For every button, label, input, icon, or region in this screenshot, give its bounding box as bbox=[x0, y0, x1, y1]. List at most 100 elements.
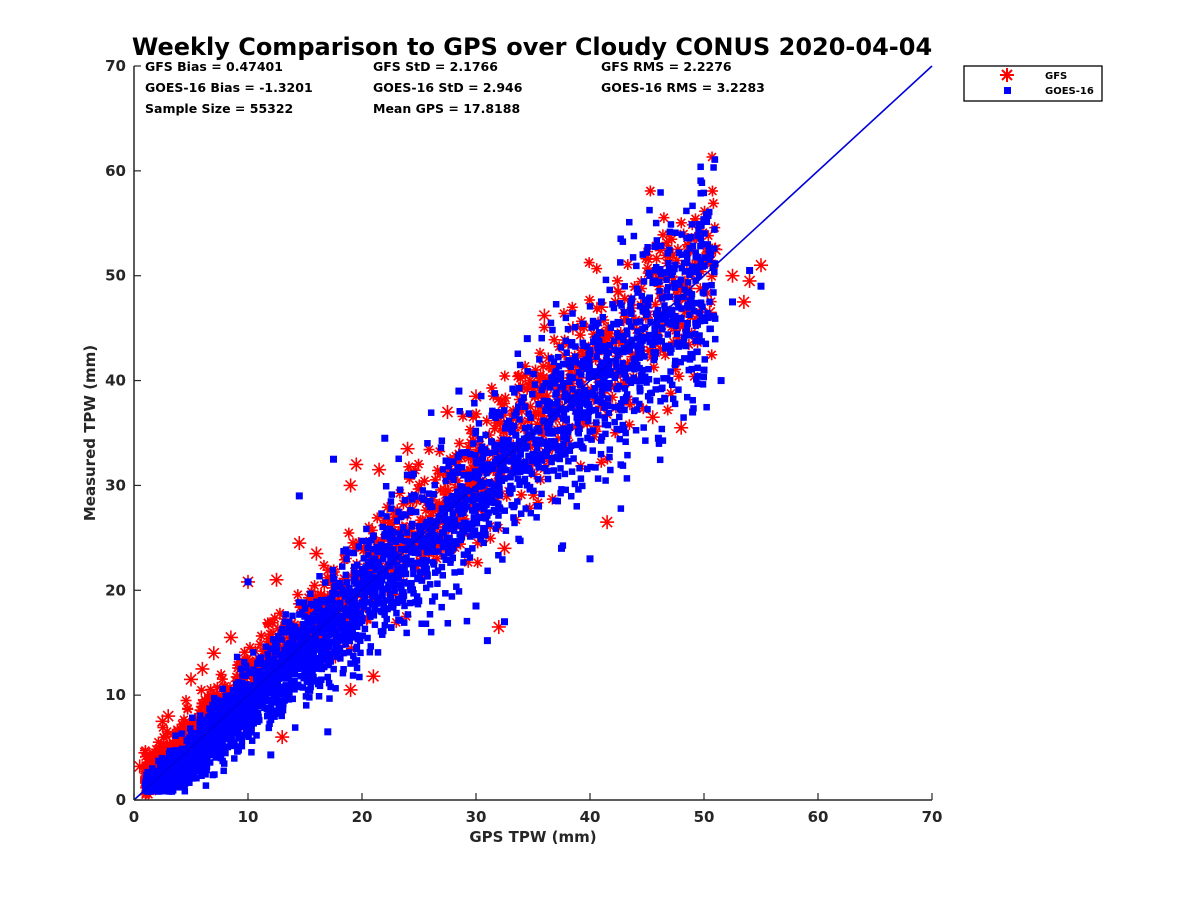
goes-point bbox=[700, 289, 708, 297]
goes-point bbox=[406, 560, 414, 568]
goes-point bbox=[597, 330, 605, 337]
goes-point bbox=[196, 722, 204, 729]
goes-point bbox=[592, 419, 600, 426]
goes-point bbox=[194, 745, 202, 752]
goes-point bbox=[397, 568, 405, 575]
goes-point bbox=[219, 742, 226, 749]
goes-point bbox=[228, 733, 235, 741]
goes-point bbox=[426, 611, 434, 618]
goes-point bbox=[404, 580, 412, 587]
goes-point bbox=[585, 412, 592, 419]
goes-point bbox=[243, 702, 251, 709]
goes-point bbox=[254, 660, 261, 668]
goes-point bbox=[386, 591, 394, 598]
gfs-point bbox=[366, 669, 381, 684]
goes-point bbox=[458, 530, 466, 538]
axes bbox=[133, 66, 932, 801]
goes-point bbox=[408, 523, 415, 530]
goes-point bbox=[683, 234, 691, 242]
goes-point bbox=[616, 413, 623, 421]
goes-point bbox=[273, 691, 280, 699]
goes-point bbox=[577, 475, 585, 482]
goes-point bbox=[695, 272, 703, 280]
goes-point bbox=[381, 621, 389, 629]
goes-point bbox=[538, 334, 545, 342]
goes-point bbox=[296, 659, 304, 667]
stat-gfs-rms: GFS RMS = 2.2276 bbox=[601, 59, 732, 74]
goes-point bbox=[410, 470, 417, 478]
goes-point bbox=[514, 403, 522, 410]
goes-point bbox=[384, 605, 391, 613]
goes-point bbox=[653, 237, 661, 244]
goes-point bbox=[317, 596, 325, 604]
goes-point bbox=[246, 668, 253, 676]
gfs-point bbox=[206, 646, 221, 661]
goes-point bbox=[505, 417, 513, 425]
goes-point bbox=[557, 374, 565, 382]
goes-point bbox=[370, 612, 378, 619]
goes-point bbox=[494, 484, 501, 492]
goes-point bbox=[568, 468, 576, 475]
goes-point bbox=[573, 503, 580, 510]
goes-point bbox=[414, 575, 421, 583]
goes-point bbox=[291, 623, 299, 631]
goes-point bbox=[339, 590, 347, 597]
goes-point bbox=[267, 751, 275, 759]
goes-point bbox=[511, 519, 518, 527]
goes-point bbox=[393, 517, 401, 525]
stat-gfs-std: GFS StD = 2.1766 bbox=[373, 59, 498, 74]
goes-point bbox=[626, 218, 633, 226]
goes-point bbox=[564, 325, 572, 333]
goes-point bbox=[264, 651, 271, 658]
gfs-point bbox=[481, 415, 493, 427]
goes-point bbox=[550, 467, 558, 474]
goes-point bbox=[606, 453, 613, 461]
goes-point bbox=[507, 489, 514, 497]
goes-point bbox=[611, 403, 619, 411]
goes-point bbox=[516, 481, 523, 489]
goes-point bbox=[245, 686, 252, 693]
goes-point bbox=[249, 697, 257, 705]
goes-point bbox=[625, 318, 633, 325]
goes-point bbox=[228, 694, 235, 701]
goes-point bbox=[148, 770, 155, 778]
goes-point bbox=[641, 324, 649, 331]
goes-point bbox=[710, 312, 718, 320]
goes-point bbox=[746, 266, 754, 274]
goes-point bbox=[216, 722, 224, 729]
goes-point bbox=[483, 637, 491, 645]
goes-point bbox=[265, 680, 272, 688]
goes-point bbox=[407, 549, 414, 556]
goes-point bbox=[668, 381, 676, 389]
goes-point bbox=[372, 581, 379, 588]
goes-point bbox=[496, 468, 503, 476]
goes-point bbox=[557, 450, 564, 458]
goes-point bbox=[661, 302, 668, 309]
goes-point bbox=[655, 333, 662, 341]
goes-point bbox=[681, 286, 688, 293]
goes-point bbox=[688, 221, 696, 228]
gfs-point bbox=[309, 546, 324, 561]
goes-point bbox=[322, 579, 329, 586]
stat-gfs-bias: GFS Bias = 0.47401 bbox=[145, 59, 283, 74]
goes-point bbox=[228, 711, 236, 719]
goes-point bbox=[591, 385, 599, 392]
goes-point bbox=[195, 768, 203, 775]
goes-point bbox=[634, 361, 641, 369]
goes-point bbox=[308, 668, 315, 676]
goes-point bbox=[328, 604, 336, 611]
goes-point bbox=[607, 368, 614, 375]
goes-point bbox=[242, 662, 250, 669]
goes-point bbox=[569, 357, 577, 364]
goes-point bbox=[675, 249, 683, 256]
goes-point bbox=[232, 693, 239, 701]
goes-point bbox=[593, 353, 600, 360]
goes-point bbox=[387, 546, 395, 554]
goes-point bbox=[702, 340, 710, 348]
goes-point bbox=[396, 486, 404, 494]
goes-point bbox=[386, 525, 393, 533]
goes-point bbox=[221, 749, 229, 757]
goes-point bbox=[597, 437, 605, 444]
goes-point bbox=[507, 473, 514, 481]
goes-point bbox=[495, 551, 502, 559]
